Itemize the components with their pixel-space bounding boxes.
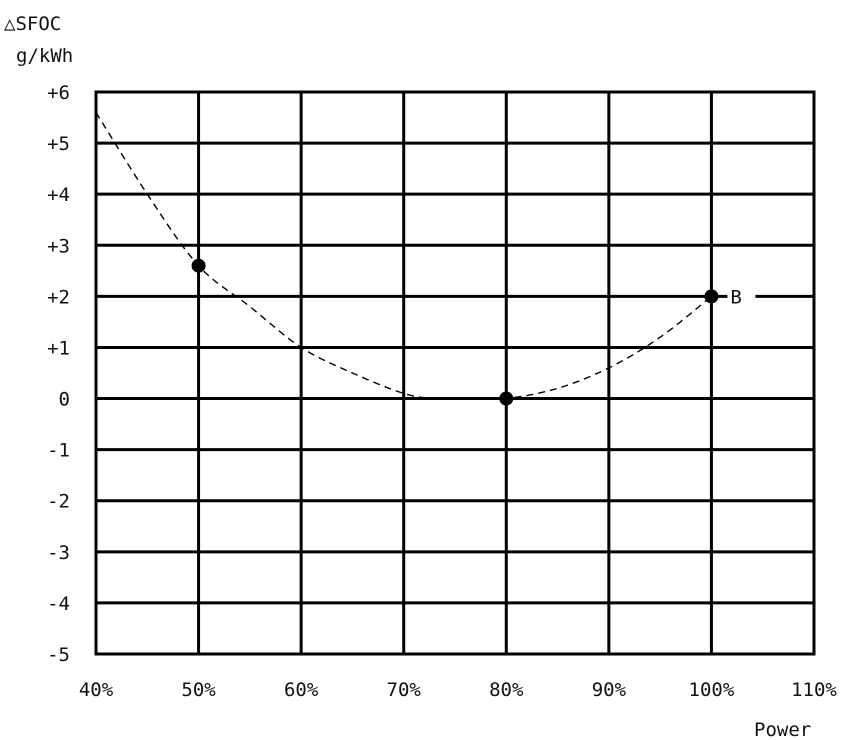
y-tick-labels: +6 +5 +4 +3 +2 +1 0 -1 -2 -3 -4 -5: [47, 82, 70, 666]
plot-frame: [94, 90, 816, 656]
y-tick-label: -4: [47, 593, 70, 615]
y-tick-label: +2: [47, 286, 70, 308]
y-axis-title-line2: g/kWh: [16, 45, 73, 67]
x-tick-label: 60%: [284, 679, 319, 701]
point-label-background: [727, 283, 756, 310]
x-tick-label: 110%: [791, 679, 837, 701]
points-layer: B: [191, 258, 756, 406]
y-tick-label: -1: [47, 440, 70, 462]
point-label-b: B: [730, 286, 741, 308]
x-axis-title: Power: [754, 719, 811, 740]
x-tick-labels: 40% 50% 60% 70% 80% 90% 100% 110%: [79, 679, 838, 701]
y-tick-label: +6: [47, 82, 70, 104]
y-tick-label: +4: [47, 184, 70, 206]
x-tick-label: 90%: [592, 679, 627, 701]
y-tick-label: -5: [47, 644, 70, 666]
y-tick-label: +5: [47, 133, 70, 155]
y-tick-label: -2: [47, 491, 70, 513]
x-tick-label: 70%: [387, 679, 422, 701]
y-tick-label: +3: [47, 235, 70, 257]
y-tick-label: 0: [59, 389, 70, 411]
data-point-1: [499, 391, 514, 406]
x-tick-label: 50%: [181, 679, 216, 701]
data-point-0: [191, 258, 206, 273]
grid: [94, 90, 816, 656]
x-tick-label: 100%: [689, 679, 735, 701]
x-tick-label: 80%: [489, 679, 524, 701]
x-tick-label: 40%: [79, 679, 114, 701]
y-tick-label: -3: [47, 542, 70, 564]
y-axis-title-line1: △SFOC: [4, 13, 61, 35]
data-point-2: [704, 289, 719, 304]
y-tick-label: +1: [47, 337, 70, 359]
